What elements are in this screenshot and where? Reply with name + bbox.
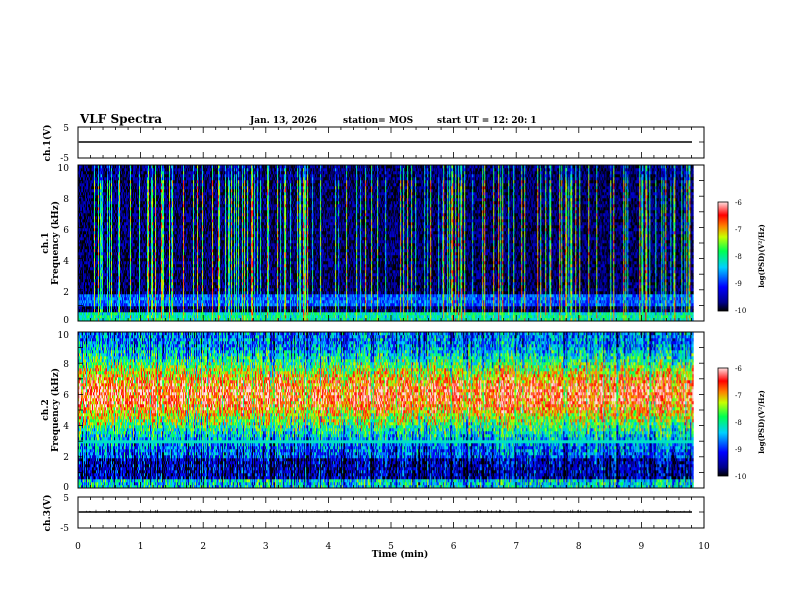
ch1-spectrogram-image [78,165,694,321]
figure-title: VLF Spectra [79,112,162,126]
ch1-spectrogram-panel: 0 2 4 6 8 10 ch.1Frequency (kHz) [41,164,704,326]
ch1-ytick-max: 5 [63,124,69,134]
ch1-voltage-label: ch.1(V) [42,125,53,162]
ch1-voltage-panel: 5 -5 ch.1(V) [42,124,704,164]
start-time-label: start UT = 12: 20: 1 [437,116,537,126]
date-label: Jan. 13, 2026 [249,116,317,126]
ch1-ytick-min: -5 [60,154,69,164]
vlf-figure: VLF Spectra Jan. 13, 2026 station= MOS s… [0,0,792,612]
station-label: station= MOS [343,116,413,126]
